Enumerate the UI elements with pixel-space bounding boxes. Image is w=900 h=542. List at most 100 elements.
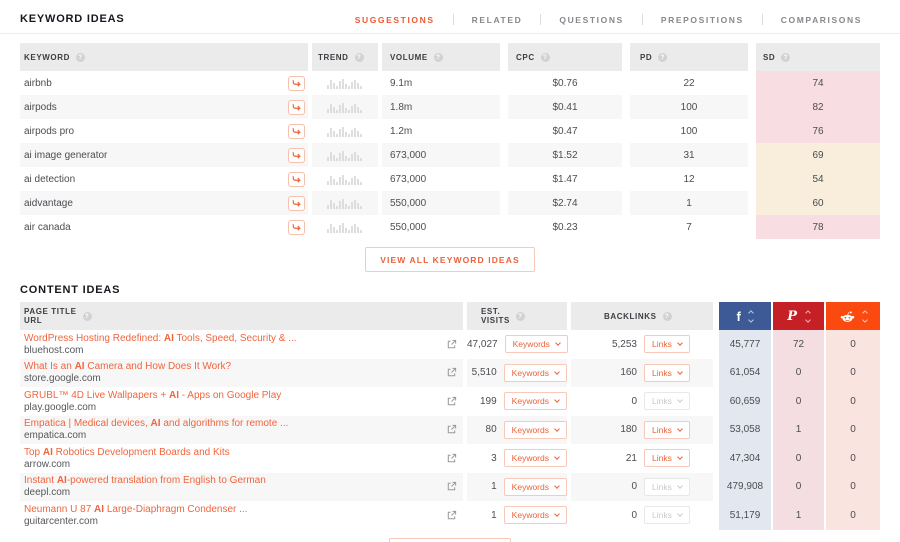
est-visits-cell: 47,027 Keywords [467, 330, 568, 359]
page-header: KEYWORD IDEAS SUGGESTIONS RELATED QUESTION… [0, 0, 900, 34]
backlinks-value: 0 [631, 481, 637, 493]
view-all-content-ideas-button-partial[interactable] [389, 537, 511, 542]
column-header-reddit-shares[interactable] [826, 302, 880, 330]
reddit-shares-value: 0 [826, 387, 880, 416]
page-title-link[interactable]: GRUBL™ 4D Live Wallpapers + AI - Apps on… [24, 389, 282, 401]
page-title-url-cell: What Is an AI Camera and How Does It Wor… [20, 358, 463, 387]
reddit-shares-value: 0 [826, 415, 880, 444]
sort-chevrons [861, 309, 868, 323]
info-icon[interactable]: ? [515, 311, 525, 321]
trend-sparkline-icon [327, 221, 363, 233]
column-label: KEYWORD [24, 52, 70, 62]
page-title-link[interactable]: Neumann U 87 AI Large-Diaphragm Condense… [24, 503, 248, 515]
keywords-dropdown[interactable]: Keywords [503, 477, 567, 496]
keyword-table-row: airpods 1.8m $0.41 100 82 [20, 95, 880, 119]
pinterest-shares-value: 0 [773, 387, 824, 416]
facebook-shares-value: 61,054 [719, 358, 771, 387]
page-title-link[interactable]: Top AI Robotics Development Boards and K… [24, 446, 230, 458]
facebook-shares-value: 47,304 [719, 444, 771, 473]
column-header-trend: TREND ? [312, 43, 378, 71]
info-icon[interactable]: ? [433, 52, 443, 62]
view-all-keyword-ideas-button[interactable]: VIEW ALL KEYWORD IDEAS [365, 247, 535, 272]
links-dropdown[interactable]: Links [644, 449, 690, 468]
open-keyword-arrow-icon[interactable] [288, 219, 305, 235]
keywords-dropdown[interactable]: Keywords [503, 392, 567, 411]
info-icon[interactable]: ? [82, 311, 92, 321]
links-dropdown[interactable]: Links [644, 363, 690, 382]
page-title-link[interactable]: WordPress Hosting Redefined: AI Tools, S… [24, 332, 297, 344]
column-header-facebook-shares[interactable]: f [719, 302, 771, 330]
external-link-icon[interactable] [446, 481, 457, 492]
page-title-link[interactable]: Empatica | Medical devices, AI and algor… [24, 418, 289, 430]
sd-cell: 54 [756, 167, 880, 191]
reddit-shares-value: 0 [826, 472, 880, 501]
links-dropdown[interactable]: Links [644, 335, 690, 354]
info-icon[interactable]: ? [354, 52, 364, 62]
info-icon[interactable]: ? [781, 52, 791, 62]
keyword-table-row: airbnb 9.1m $0.76 22 74 [20, 71, 880, 95]
tab-related[interactable]: RELATED [471, 14, 523, 25]
reddit-shares-value: 0 [826, 444, 880, 473]
est-visits-value: 199 [479, 395, 497, 407]
keyword-table-header: KEYWORD ? TREND ? VOLUME ? CPC ? PD ? SD… [20, 43, 880, 71]
pinterest-shares-value: 1 [773, 501, 824, 530]
reddit-icon [840, 310, 855, 323]
backlinks-value: 180 [620, 424, 637, 436]
external-link-icon[interactable] [446, 396, 457, 407]
keywords-dropdown[interactable]: Keywords [503, 420, 567, 439]
column-label: BACKLINKS [604, 311, 657, 321]
content-table-row: WordPress Hosting Redefined: AI Tools, S… [20, 330, 880, 359]
page-url: arrow.com [24, 458, 71, 470]
open-keyword-arrow-icon[interactable] [288, 99, 305, 115]
info-icon[interactable]: ? [662, 311, 672, 321]
open-keyword-arrow-icon[interactable] [288, 147, 305, 163]
page-title-url-cell: Empatica | Medical devices, AI and algor… [20, 415, 463, 444]
trend-sparkline-icon [327, 101, 363, 113]
pd-cell: 7 [630, 215, 748, 239]
backlinks-cell: 21 Links [571, 444, 713, 473]
keyword-text: airpods [24, 101, 57, 113]
column-header-est-visits: EST. VISITS ? [467, 302, 567, 330]
external-link-icon[interactable] [446, 339, 457, 350]
external-link-icon[interactable] [446, 367, 457, 378]
tab-comparisons[interactable]: COMPARISONS [780, 14, 862, 25]
open-keyword-arrow-icon[interactable] [288, 171, 305, 187]
page-title-link[interactable]: Instant AI-powered translation from Engl… [24, 475, 266, 487]
page-url: store.google.com [24, 373, 101, 385]
facebook-shares-value: 53,058 [719, 415, 771, 444]
keywords-dropdown[interactable]: Keywords [503, 506, 567, 525]
links-dropdown[interactable]: Links [644, 420, 690, 439]
pd-cell: 100 [630, 95, 748, 119]
info-icon[interactable]: ? [75, 52, 85, 62]
page-url: deepl.com [24, 487, 71, 499]
external-link-icon[interactable] [446, 510, 457, 521]
open-keyword-arrow-icon[interactable] [288, 123, 305, 139]
cpc-cell: $0.47 [508, 119, 622, 143]
keywords-dropdown[interactable]: Keywords [503, 449, 567, 468]
open-keyword-arrow-icon[interactable] [288, 75, 305, 91]
column-label: SD [763, 52, 776, 62]
keyword-table-body: airbnb 9.1m $0.76 22 74 airpods 1.8m $0.41 100 82… [20, 71, 880, 239]
sd-cell: 60 [756, 191, 880, 215]
external-link-icon[interactable] [446, 453, 457, 464]
keyword-table-row: ai image generator 673,000 $1.52 31 69 [20, 143, 880, 167]
open-keyword-arrow-icon[interactable] [288, 195, 305, 211]
cpc-cell: $0.76 [508, 71, 622, 95]
external-link-icon[interactable] [446, 424, 457, 435]
page-title-link[interactable]: What Is an AI Camera and How Does It Wor… [24, 361, 232, 373]
tab-separator [761, 14, 763, 25]
page-url: guitarcenter.com [24, 515, 98, 527]
tab-suggestions[interactable]: SUGGESTIONS [354, 14, 435, 25]
column-header-pinterest-shares[interactable]: P [773, 302, 824, 330]
tab-prepositions[interactable]: PREPOSITIONS [660, 14, 744, 25]
keywords-dropdown[interactable]: Keywords [504, 335, 568, 354]
content-table-row: Empatica | Medical devices, AI and algor… [20, 415, 880, 444]
tab-questions[interactable]: QUESTIONS [559, 14, 624, 25]
info-icon[interactable]: ? [540, 52, 550, 62]
column-label: VOLUME [390, 52, 428, 62]
keywords-dropdown[interactable]: Keywords [503, 363, 567, 382]
info-icon[interactable]: ? [658, 52, 668, 62]
tab-separator [641, 14, 643, 25]
column-label: TREND [318, 52, 349, 62]
est-visits-value: 80 [485, 424, 497, 436]
